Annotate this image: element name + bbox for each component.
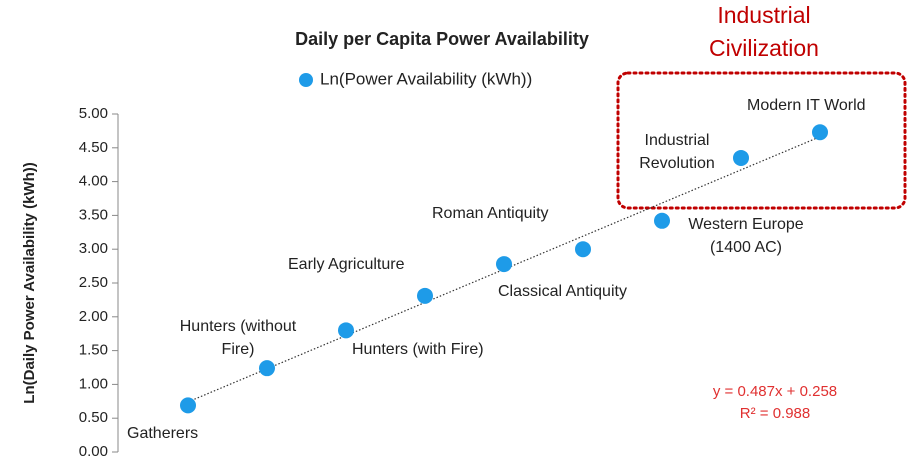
point bbox=[259, 360, 275, 377]
point bbox=[654, 212, 670, 229]
y-tick-label: 2.00 bbox=[79, 308, 108, 325]
trendline-r2: R² = 0.988 bbox=[740, 405, 810, 422]
y-axis-label: Ln(Daily Power Availability (kWh)) bbox=[21, 162, 38, 403]
point-label: Modern IT World bbox=[747, 97, 866, 114]
highlight-box bbox=[616, 71, 907, 210]
annotation: Civilization bbox=[709, 35, 819, 61]
y-tick-label: 5.00 bbox=[79, 105, 108, 122]
point bbox=[575, 241, 591, 258]
y-tick-label: 0.00 bbox=[79, 443, 108, 460]
y-tick-label: 1.50 bbox=[79, 342, 108, 359]
legend-marker bbox=[299, 73, 313, 87]
point-label: (1400 AC) bbox=[710, 239, 782, 256]
annotation: Industrial bbox=[717, 2, 810, 28]
chart-title: Daily per Capita Power Availability bbox=[295, 29, 589, 49]
point bbox=[338, 322, 354, 339]
point bbox=[496, 256, 512, 273]
point-label: Roman Antiquity bbox=[432, 205, 549, 222]
point bbox=[733, 149, 749, 166]
point-label: Fire) bbox=[222, 341, 255, 358]
y-tick-label: 3.00 bbox=[79, 240, 108, 257]
point-label: Western Europe bbox=[688, 216, 803, 233]
point bbox=[180, 397, 196, 414]
y-tick-label: 0.50 bbox=[79, 409, 108, 426]
legend-label: Ln(Power Availability (kWh)) bbox=[320, 69, 532, 88]
point-label: Early Agriculture bbox=[288, 256, 405, 273]
point-label: Revolution bbox=[639, 155, 715, 172]
point-label: Gatherers bbox=[127, 425, 198, 442]
point bbox=[417, 287, 433, 304]
point-label: Hunters (without bbox=[180, 318, 297, 335]
y-tick-label: 3.50 bbox=[79, 206, 108, 223]
y-tick-label: 2.50 bbox=[79, 274, 108, 291]
point-label: Classical Antiquity bbox=[498, 283, 627, 300]
point-label: Industrial bbox=[645, 132, 710, 149]
y-tick-label: 4.50 bbox=[79, 139, 108, 156]
y-tick-label: 1.00 bbox=[79, 375, 108, 392]
trendline-equation: y = 0.487x + 0.258 bbox=[713, 383, 837, 400]
y-tick-label: 4.00 bbox=[79, 173, 108, 190]
point-label: Hunters (with Fire) bbox=[352, 341, 484, 358]
trendline bbox=[187, 136, 821, 403]
point bbox=[812, 124, 828, 141]
